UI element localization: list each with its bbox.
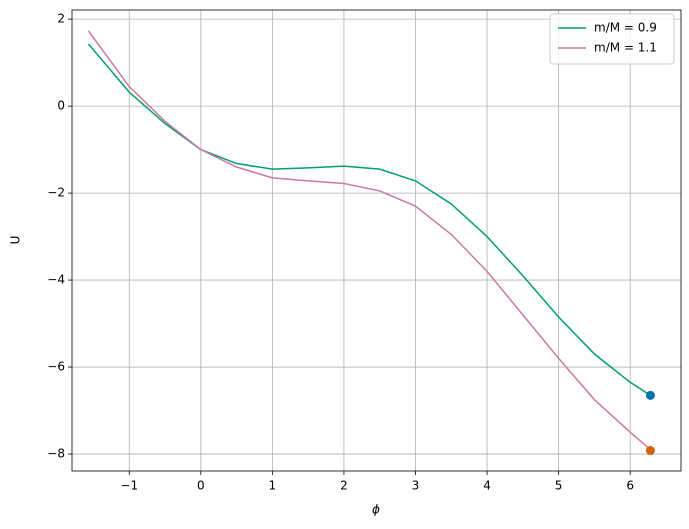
end-marker <box>645 390 655 400</box>
legend-box <box>549 13 675 65</box>
x-tick-label: 5 <box>555 479 563 493</box>
y-tick-label: −2 <box>47 186 65 200</box>
end-marker <box>645 446 655 456</box>
x-tick-label: 4 <box>483 479 491 493</box>
line-series <box>87 43 651 396</box>
x-tick-label: 0 <box>197 479 205 493</box>
x-tick-label: 6 <box>626 479 634 493</box>
x-tick-label: 1 <box>269 479 277 493</box>
y-tick-label: 0 <box>57 99 65 113</box>
y-axis-label: U <box>9 236 23 245</box>
x-tick-label: −1 <box>120 479 138 493</box>
legend-label: m/M = 1.1 <box>594 41 657 55</box>
x-axis-label: ϕ <box>372 503 380 517</box>
legend-label: m/M = 0.9 <box>594 21 657 35</box>
axes-frame <box>71 9 682 472</box>
y-tick-label: −4 <box>47 273 65 287</box>
y-tick-label: 2 <box>57 12 65 26</box>
y-tick-label: −8 <box>47 447 65 461</box>
line-series <box>87 30 651 451</box>
y-tick-label: −6 <box>47 360 65 374</box>
x-tick-label: 3 <box>412 479 420 493</box>
x-tick-label: 2 <box>340 479 348 493</box>
